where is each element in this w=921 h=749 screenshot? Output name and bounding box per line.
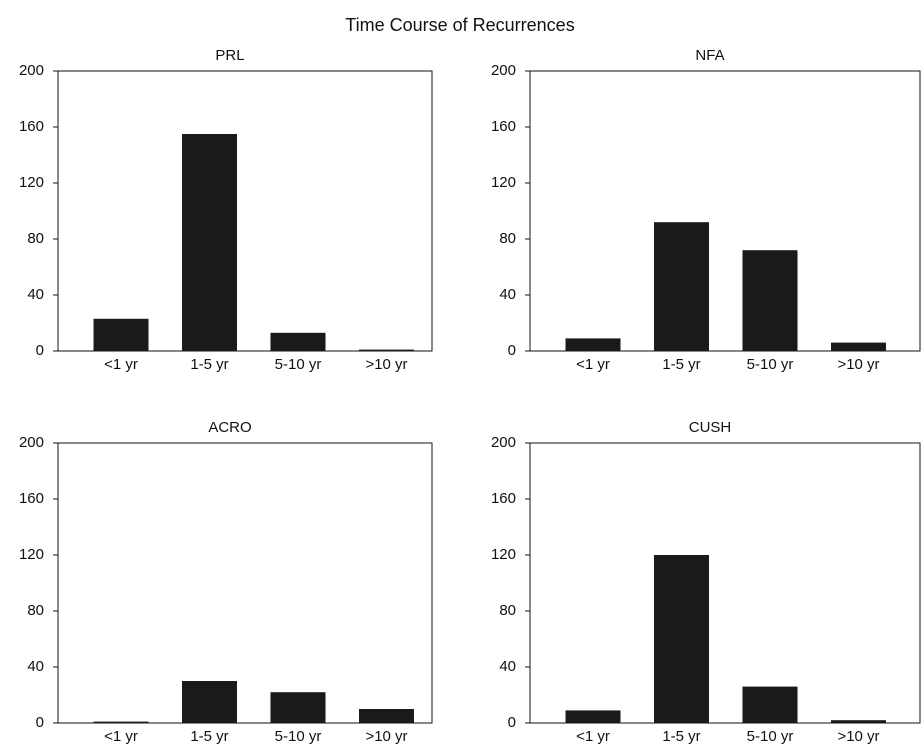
x-tick-label: >10 yr [365, 356, 407, 373]
plot-frame [529, 442, 921, 724]
y-tick-label: 200 [491, 434, 516, 451]
y-tick-label: 120 [491, 174, 516, 191]
y-tick-label: 0 [508, 714, 516, 731]
y-tick-label: 80 [27, 602, 44, 619]
bar [565, 338, 621, 351]
figure-title: Time Course of Recurrences [345, 15, 574, 35]
y-tick-label: 160 [491, 118, 516, 135]
y-tick-label: 160 [491, 490, 516, 507]
x-tick-label: 5-10 yr [747, 356, 794, 373]
bar [93, 318, 149, 351]
y-tick-label: 0 [508, 342, 516, 359]
bar [359, 709, 414, 723]
y-tick-label: 200 [491, 62, 516, 79]
y-tick-label: 80 [27, 230, 44, 247]
x-tick-label: 5-10 yr [275, 728, 322, 745]
chart-title: PRL [215, 47, 244, 64]
x-tick-label: <1 yr [104, 728, 138, 745]
y-tick-label: 200 [19, 62, 44, 79]
x-tick-label: 5-10 yr [275, 356, 322, 373]
y-tick-label: 40 [27, 658, 44, 675]
chart-title: ACRO [208, 419, 251, 436]
x-tick-label: >10 yr [837, 728, 879, 745]
bar [270, 692, 326, 723]
bar [831, 720, 886, 723]
x-tick-label: 1-5 yr [662, 728, 700, 745]
y-tick-label: 40 [499, 286, 516, 303]
bar [742, 250, 798, 351]
bar [93, 721, 149, 723]
bar [565, 710, 621, 723]
bar [831, 342, 886, 351]
bar [359, 349, 414, 351]
x-tick-label: 5-10 yr [747, 728, 794, 745]
chart-title: CUSH [689, 419, 732, 436]
y-tick-label: 80 [499, 602, 516, 619]
x-tick-label: <1 yr [576, 728, 610, 745]
y-tick-label: 120 [491, 546, 516, 563]
bar [654, 555, 709, 723]
bar [270, 332, 326, 351]
bar [654, 222, 709, 351]
y-tick-label: 120 [19, 174, 44, 191]
x-tick-label: <1 yr [104, 356, 138, 373]
x-tick-label: 1-5 yr [662, 356, 700, 373]
bar [742, 686, 798, 723]
x-tick-label: >10 yr [365, 728, 407, 745]
y-tick-label: 160 [19, 118, 44, 135]
y-tick-label: 40 [27, 286, 44, 303]
plot-frame [57, 70, 433, 352]
bar [182, 134, 237, 351]
bar [182, 681, 237, 723]
y-tick-label: 0 [36, 342, 44, 359]
y-tick-label: 120 [19, 546, 44, 563]
y-tick-label: 40 [499, 658, 516, 675]
y-tick-label: 80 [499, 230, 516, 247]
plot-frame [529, 70, 921, 352]
x-tick-label: >10 yr [837, 356, 879, 373]
plot-frame [57, 442, 433, 724]
x-tick-label: 1-5 yr [190, 356, 228, 373]
y-tick-label: 160 [19, 490, 44, 507]
x-tick-label: 1-5 yr [190, 728, 228, 745]
chart-title: NFA [695, 47, 724, 64]
y-tick-label: 0 [36, 714, 44, 731]
x-tick-label: <1 yr [576, 356, 610, 373]
y-tick-label: 200 [19, 434, 44, 451]
